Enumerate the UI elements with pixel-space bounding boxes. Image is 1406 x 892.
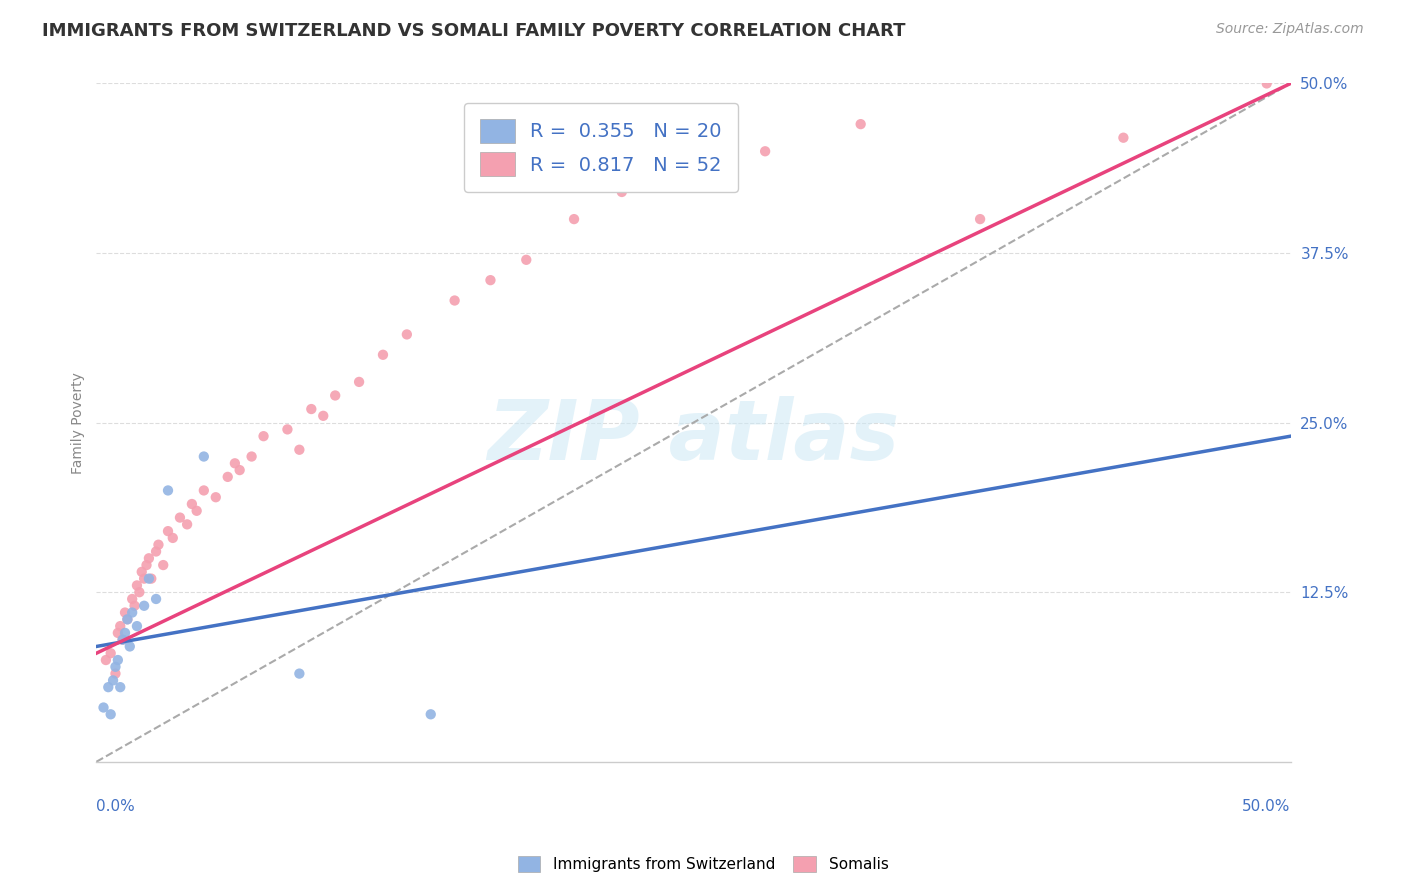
Point xyxy=(117,612,139,626)
Point xyxy=(111,632,134,647)
Point xyxy=(252,429,274,443)
Point xyxy=(186,504,208,518)
Point xyxy=(110,680,132,694)
Point xyxy=(1112,130,1135,145)
Point xyxy=(419,707,441,722)
Point xyxy=(111,632,134,647)
Point xyxy=(145,592,167,607)
Point xyxy=(347,375,370,389)
Point xyxy=(240,450,263,464)
Point xyxy=(682,158,704,172)
Point xyxy=(141,572,163,586)
Point xyxy=(176,517,198,532)
Point xyxy=(969,212,991,227)
Point xyxy=(93,700,115,714)
Point xyxy=(395,327,418,342)
Point xyxy=(312,409,335,423)
Point xyxy=(156,524,179,538)
Point xyxy=(162,531,184,545)
Point xyxy=(849,117,872,131)
Point xyxy=(443,293,465,308)
Point xyxy=(610,185,633,199)
Point xyxy=(754,145,776,159)
Legend: Immigrants from Switzerland, Somalis: Immigrants from Switzerland, Somalis xyxy=(510,848,896,880)
Point xyxy=(204,490,226,504)
Point xyxy=(515,252,537,267)
Point xyxy=(121,592,143,607)
Point xyxy=(97,680,120,694)
Point xyxy=(145,544,167,558)
Point xyxy=(124,599,146,613)
Point xyxy=(1256,77,1278,91)
Point xyxy=(193,450,215,464)
Point xyxy=(134,599,156,613)
Point xyxy=(125,578,148,592)
Point xyxy=(156,483,179,498)
Y-axis label: Family Poverty: Family Poverty xyxy=(72,372,86,474)
Point xyxy=(180,497,202,511)
Point xyxy=(94,653,117,667)
Legend: R =  0.355   N = 20, R =  0.817   N = 52: R = 0.355 N = 20, R = 0.817 N = 52 xyxy=(464,103,738,192)
Point xyxy=(110,619,132,633)
Text: 0.0%: 0.0% xyxy=(97,799,135,814)
Text: ZIP atlas: ZIP atlas xyxy=(488,396,900,476)
Point xyxy=(288,666,311,681)
Point xyxy=(101,673,124,688)
Point xyxy=(100,646,122,660)
Point xyxy=(228,463,250,477)
Point xyxy=(276,422,298,436)
Point xyxy=(118,640,141,654)
Point xyxy=(135,558,157,572)
Text: IMMIGRANTS FROM SWITZERLAND VS SOMALI FAMILY POVERTY CORRELATION CHART: IMMIGRANTS FROM SWITZERLAND VS SOMALI FA… xyxy=(42,22,905,40)
Point xyxy=(114,606,136,620)
Text: Source: ZipAtlas.com: Source: ZipAtlas.com xyxy=(1216,22,1364,37)
Point xyxy=(479,273,502,287)
Point xyxy=(217,470,239,484)
Point xyxy=(169,510,191,524)
Point xyxy=(107,626,129,640)
Point xyxy=(114,626,136,640)
Point xyxy=(299,402,322,417)
Point xyxy=(100,707,122,722)
Point xyxy=(138,551,160,566)
Point xyxy=(224,456,246,470)
Point xyxy=(125,619,148,633)
Point xyxy=(152,558,174,572)
Point xyxy=(121,606,143,620)
Point xyxy=(371,348,394,362)
Point xyxy=(323,388,346,402)
Text: 50.0%: 50.0% xyxy=(1243,799,1291,814)
Point xyxy=(117,612,139,626)
Point xyxy=(104,666,127,681)
Point xyxy=(138,572,160,586)
Point xyxy=(131,565,153,579)
Point xyxy=(107,653,129,667)
Point xyxy=(134,572,156,586)
Point xyxy=(104,660,127,674)
Point xyxy=(193,483,215,498)
Point xyxy=(288,442,311,457)
Point xyxy=(562,212,585,227)
Point xyxy=(128,585,150,599)
Point xyxy=(148,538,170,552)
